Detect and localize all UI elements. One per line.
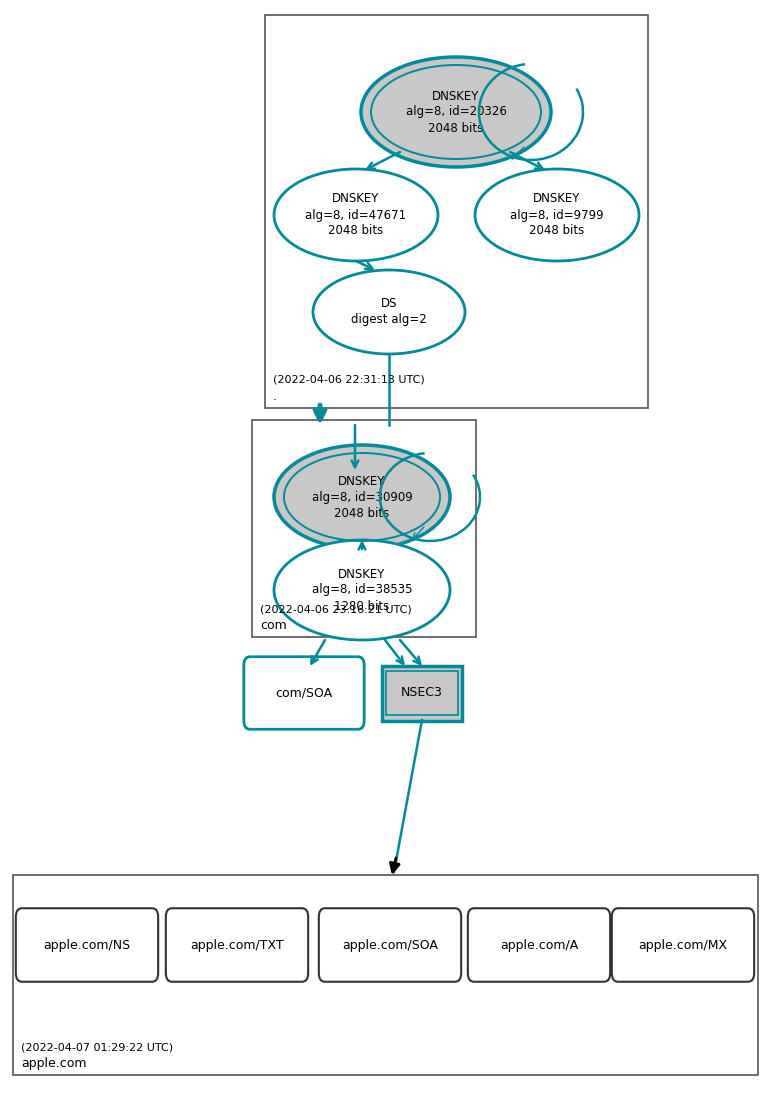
- FancyBboxPatch shape: [319, 908, 461, 981]
- Text: apple.com: apple.com: [21, 1057, 86, 1070]
- Text: com/SOA: com/SOA: [276, 687, 333, 699]
- Text: DS
digest alg=2: DS digest alg=2: [351, 298, 427, 326]
- Text: (2022-04-07 01:29:22 UTC): (2022-04-07 01:29:22 UTC): [21, 1041, 173, 1052]
- Text: DNSKEY
alg=8, id=30909
2048 bits: DNSKEY alg=8, id=30909 2048 bits: [312, 475, 412, 520]
- Ellipse shape: [274, 168, 438, 261]
- Text: DNSKEY
alg=8, id=38535
1280 bits: DNSKEY alg=8, id=38535 1280 bits: [312, 568, 412, 613]
- Text: apple.com/TXT: apple.com/TXT: [190, 939, 284, 952]
- Text: DNSKEY
alg=8, id=47671
2048 bits: DNSKEY alg=8, id=47671 2048 bits: [306, 193, 407, 237]
- Text: apple.com/MX: apple.com/MX: [638, 939, 727, 952]
- Text: DNSKEY
alg=8, id=9799
2048 bits: DNSKEY alg=8, id=9799 2048 bits: [510, 193, 604, 237]
- FancyBboxPatch shape: [166, 908, 308, 981]
- Bar: [386, 671, 458, 715]
- Bar: [382, 665, 462, 721]
- Text: apple.com/NS: apple.com/NS: [43, 939, 130, 952]
- FancyBboxPatch shape: [612, 908, 754, 981]
- Text: NSEC3: NSEC3: [401, 687, 443, 699]
- Ellipse shape: [274, 540, 450, 640]
- Bar: [265, 15, 648, 408]
- Text: apple.com/A: apple.com/A: [500, 939, 578, 952]
- FancyBboxPatch shape: [244, 656, 364, 730]
- FancyBboxPatch shape: [15, 908, 158, 981]
- Text: (2022-04-06 23:16:21 UTC): (2022-04-06 23:16:21 UTC): [260, 604, 411, 614]
- Text: .: .: [273, 389, 277, 403]
- Ellipse shape: [313, 270, 465, 354]
- Text: DNSKEY
alg=8, id=20326
2048 bits: DNSKEY alg=8, id=20326 2048 bits: [405, 90, 506, 135]
- Text: apple.com/SOA: apple.com/SOA: [342, 939, 438, 952]
- Bar: [13, 875, 758, 1075]
- FancyBboxPatch shape: [468, 908, 610, 981]
- Text: (2022-04-06 22:31:13 UTC): (2022-04-06 22:31:13 UTC): [273, 375, 425, 385]
- Text: com: com: [260, 619, 286, 632]
- Ellipse shape: [475, 168, 639, 261]
- Ellipse shape: [361, 57, 551, 167]
- Ellipse shape: [274, 445, 450, 549]
- Bar: [252, 420, 476, 637]
